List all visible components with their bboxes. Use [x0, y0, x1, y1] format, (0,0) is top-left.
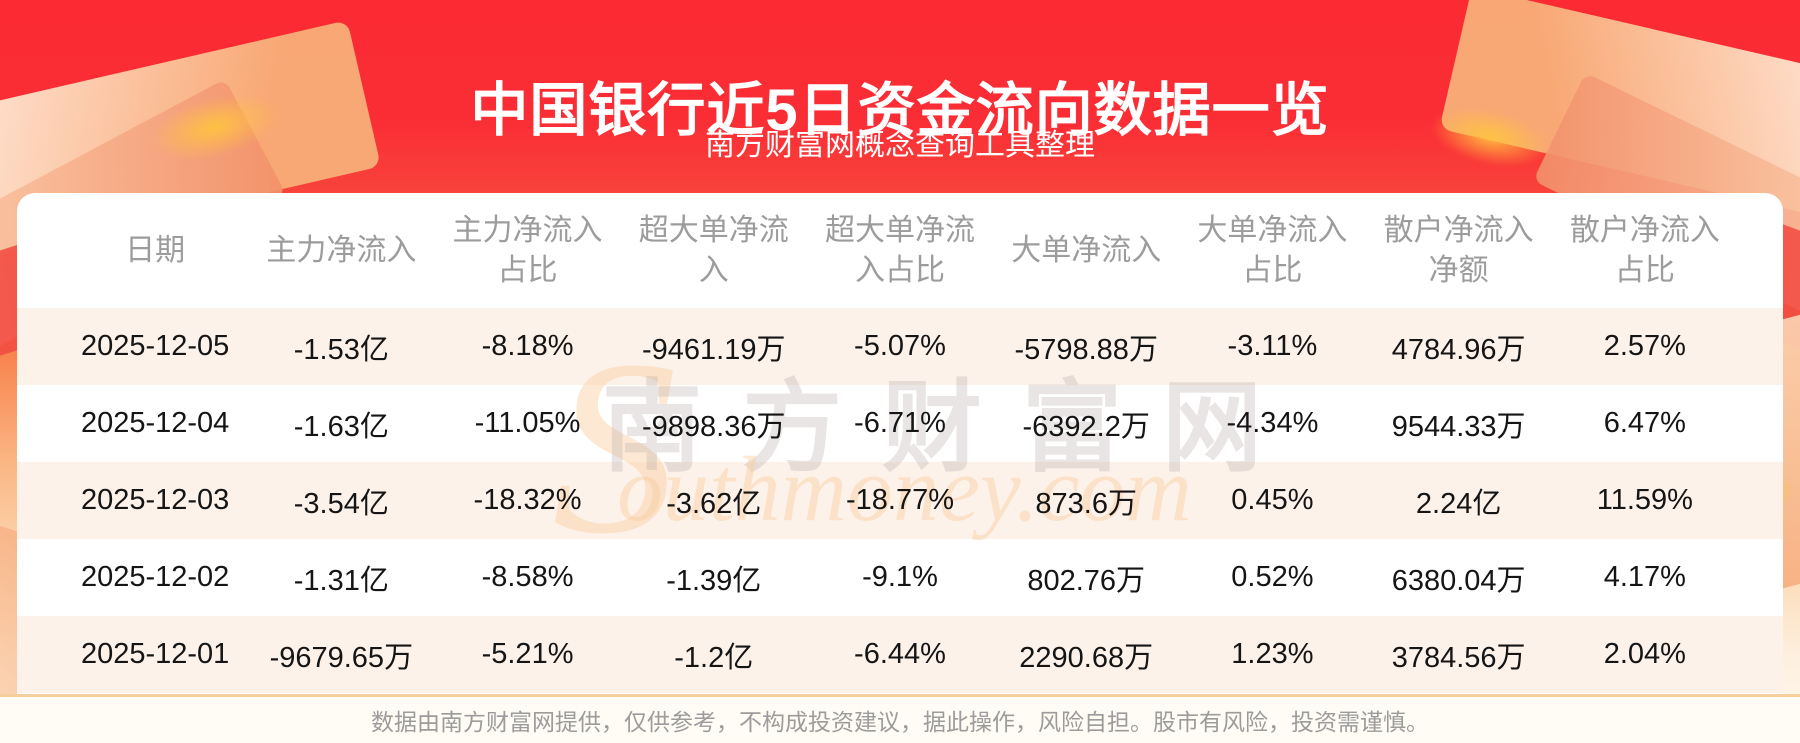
table-cell: -5.07% — [854, 330, 946, 362]
table-row: 2025-12-03 -3.54亿 -18.32% -3.62亿 -18.77% 873.… — [17, 462, 1783, 539]
table-cell: -8.18% — [481, 330, 574, 362]
table-cell: 6.47% — [1603, 407, 1686, 439]
table-cell: 2025-12-05 — [80, 330, 230, 362]
table-cell: -11.05% — [474, 407, 581, 439]
column-header: 超大单净流 入 — [638, 213, 789, 287]
table-cell: 2.57% — [1603, 330, 1686, 362]
table-cell: 2290.68万 — [1019, 641, 1154, 674]
table-cell: 873.6万 — [1035, 487, 1137, 520]
column-header: 大单净流入 — [1011, 233, 1162, 267]
table-cell: 4784.96万 — [1391, 333, 1526, 366]
table-cell: 0.45% — [1231, 484, 1314, 516]
table-cell: 4.17% — [1603, 561, 1686, 593]
divider-line — [0, 694, 1800, 697]
column-header: 日期 — [125, 233, 186, 267]
table-cell: -5.21% — [481, 638, 574, 670]
table-cell: -4.34% — [1226, 407, 1319, 439]
table-cell: -1.63亿 — [293, 410, 389, 443]
table-cell: -9461.19万 — [642, 333, 786, 366]
table-cell: 11.59% — [1596, 484, 1693, 516]
table-cell: -9.1% — [862, 561, 938, 593]
table-row: 2025-12-01 -9679.65万 -5.21% -1.2亿 -6.44% 2290… — [17, 616, 1783, 693]
column-header: 散户净流入 净额 — [1383, 213, 1534, 287]
table-cell: -1.2亿 — [674, 641, 754, 674]
table-cell: -9898.36万 — [642, 410, 786, 443]
column-header: 主力净流入 占比 — [452, 213, 603, 287]
table-row: 2025-12-04 -1.63亿 -11.05% -9898.36万 -6.71% -6… — [17, 385, 1783, 462]
table-cell: -1.53亿 — [293, 333, 389, 366]
table-cell: -1.31亿 — [293, 564, 389, 597]
column-header: 主力净流入 — [266, 233, 417, 267]
table-header-row: 日期 主力净流入 主力净流入 占比 超大单净流 入超大单净流 入占比 大单净流入 大单净流… — [17, 193, 1783, 308]
table-cell: -18.77% — [845, 484, 954, 516]
table-cell: 2025-12-04 — [80, 407, 230, 439]
table-cell: -6392.2万 — [1022, 410, 1150, 443]
table-cell: 9544.33万 — [1391, 410, 1526, 443]
table-row: 2025-12-02 -1.31亿 -8.58% -1.39亿 -9.1% 802.76万… — [17, 539, 1783, 616]
table-cell: -5798.88万 — [1014, 333, 1158, 366]
table-cell: 3784.56万 — [1391, 641, 1526, 674]
table-cell: 802.76万 — [1027, 564, 1146, 597]
table-cell: 2025-12-03 — [80, 484, 230, 516]
table-cell: -18.32% — [473, 484, 582, 516]
table-cell: -6.71% — [854, 407, 946, 439]
page-subtitle: 南方财富网概念查询工具整理 — [705, 129, 1095, 162]
column-header: 超大单净流 入占比 — [824, 213, 975, 287]
table-cell: 2025-12-02 — [80, 561, 230, 593]
table-row: 2025-12-05 -1.53亿 -8.18% -9461.19万 -5.07% -57… — [17, 308, 1783, 385]
table-cell: -1.39亿 — [666, 564, 762, 597]
column-header: 散户净流入 占比 — [1569, 213, 1720, 287]
table-cell: 6380.04万 — [1391, 564, 1526, 597]
table-cell: -9679.65万 — [269, 641, 414, 674]
table-cell: 2.24亿 — [1415, 487, 1502, 520]
table-cell: -3.11% — [1227, 330, 1318, 362]
data-table-card: S 南方财富网 outhmoney.com 日期 主力净流入 主力净流入 占比 超大单… — [17, 193, 1783, 694]
table-cell: -8.58% — [481, 561, 574, 593]
page-title: 中国银行近5日资金流向数据一览 — [470, 77, 1330, 143]
disclaimer-text: 数据由南方财富网提供，仅供参考，不构成投资建议，据此操作，风险自担。股市有风险，… — [371, 709, 1429, 735]
table-cell: -6.44% — [854, 638, 946, 670]
table-body: 2025-12-05 -1.53亿 -8.18% -9461.19万 -5.07% -57… — [17, 308, 1783, 693]
table-cell: -3.54亿 — [293, 487, 389, 520]
table-cell: 1.23% — [1231, 638, 1314, 670]
column-header: 大单净流入 占比 — [1197, 213, 1348, 287]
table-cell: 2025-12-01 — [80, 638, 230, 670]
table-cell: 0.52% — [1231, 561, 1314, 593]
table-cell: -3.62亿 — [666, 487, 762, 520]
footer: 数据由南方财富网提供，仅供参考，不构成投资建议，据此操作，风险自担。股市有风险，… — [0, 697, 1800, 743]
table-cell: 2.04% — [1603, 638, 1686, 670]
